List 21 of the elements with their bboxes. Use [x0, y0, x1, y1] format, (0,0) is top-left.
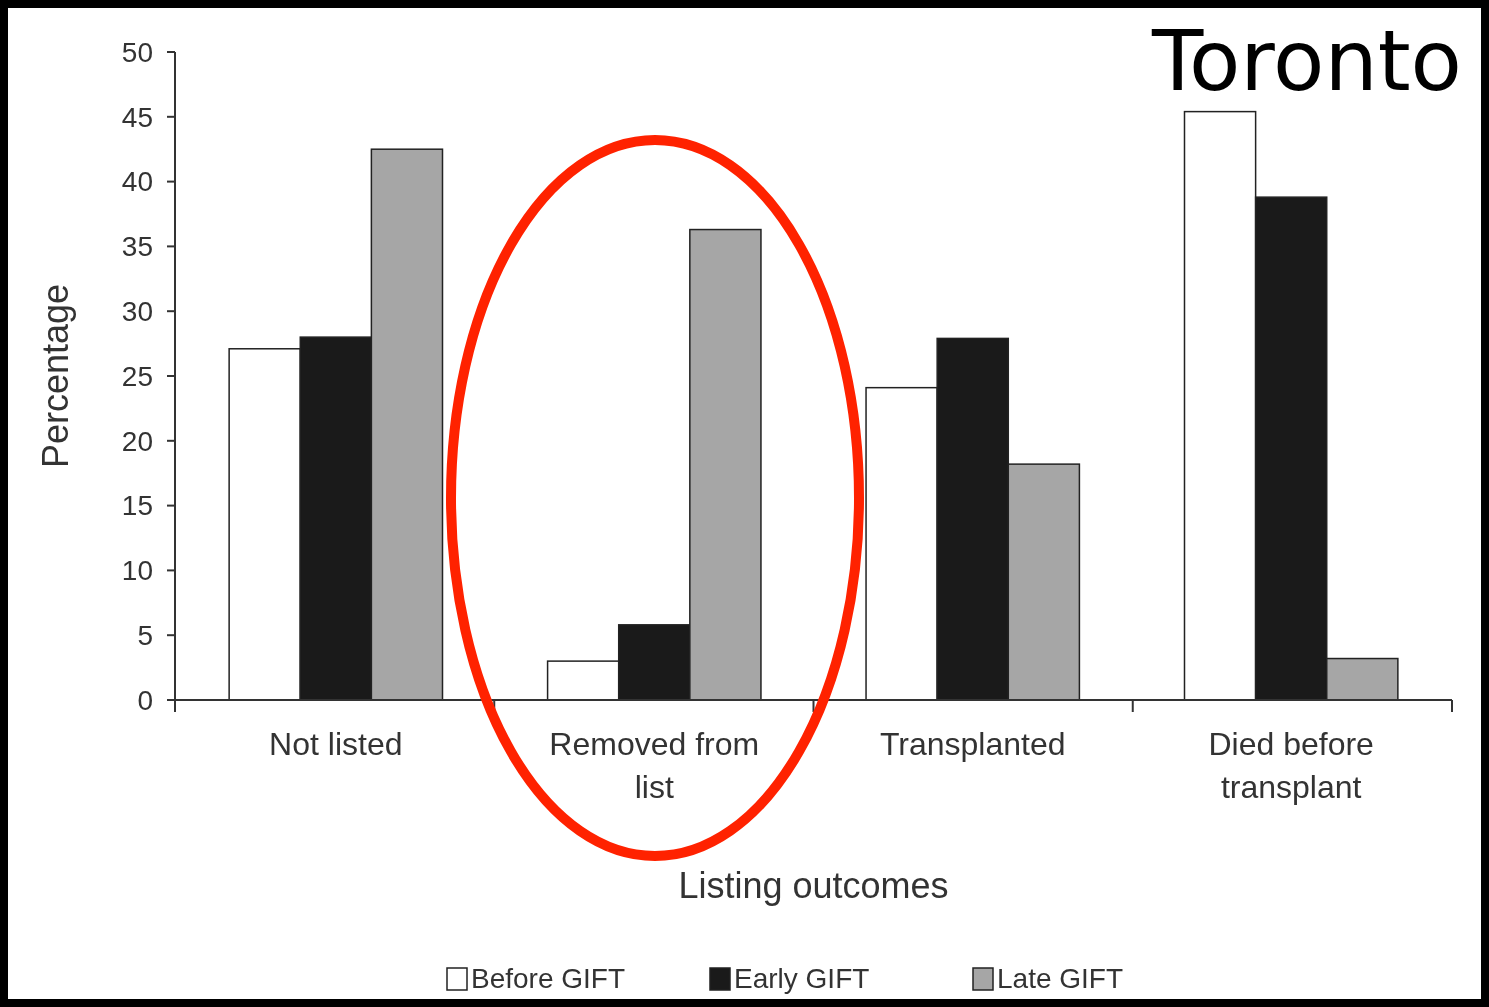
y-tick-label: 50: [121, 36, 153, 68]
y-tick-label: 15: [121, 490, 153, 522]
y-tick-label: 10: [121, 555, 153, 587]
y-tick-label: 30: [121, 296, 153, 327]
y-tick-label: 0: [137, 684, 153, 716]
y-tick-label: 35: [121, 231, 153, 263]
legend-label: Late GIFT: [997, 963, 1124, 994]
x-axis-title: Listing outcomes: [678, 865, 949, 906]
y-tick-label: 5: [137, 620, 153, 651]
y-tick-label: 20: [121, 425, 153, 457]
x-tick-label: Not listed: [269, 726, 403, 762]
x-tick-label: Died before transplant: [1208, 726, 1374, 805]
y-tick-label: 40: [121, 166, 153, 198]
x-tick-label: Removed from list: [549, 726, 760, 805]
y-tick-label: 25: [121, 360, 153, 392]
legend-label: Early GIFT: [734, 963, 870, 994]
y-tick-label: 45: [121, 101, 153, 133]
legend-label: Before GIFT: [471, 963, 626, 994]
x-tick-label: Transplanted: [879, 726, 1066, 762]
chart-title: Toronto: [1150, 12, 1462, 110]
y-axis-title: Percentage: [35, 283, 76, 469]
